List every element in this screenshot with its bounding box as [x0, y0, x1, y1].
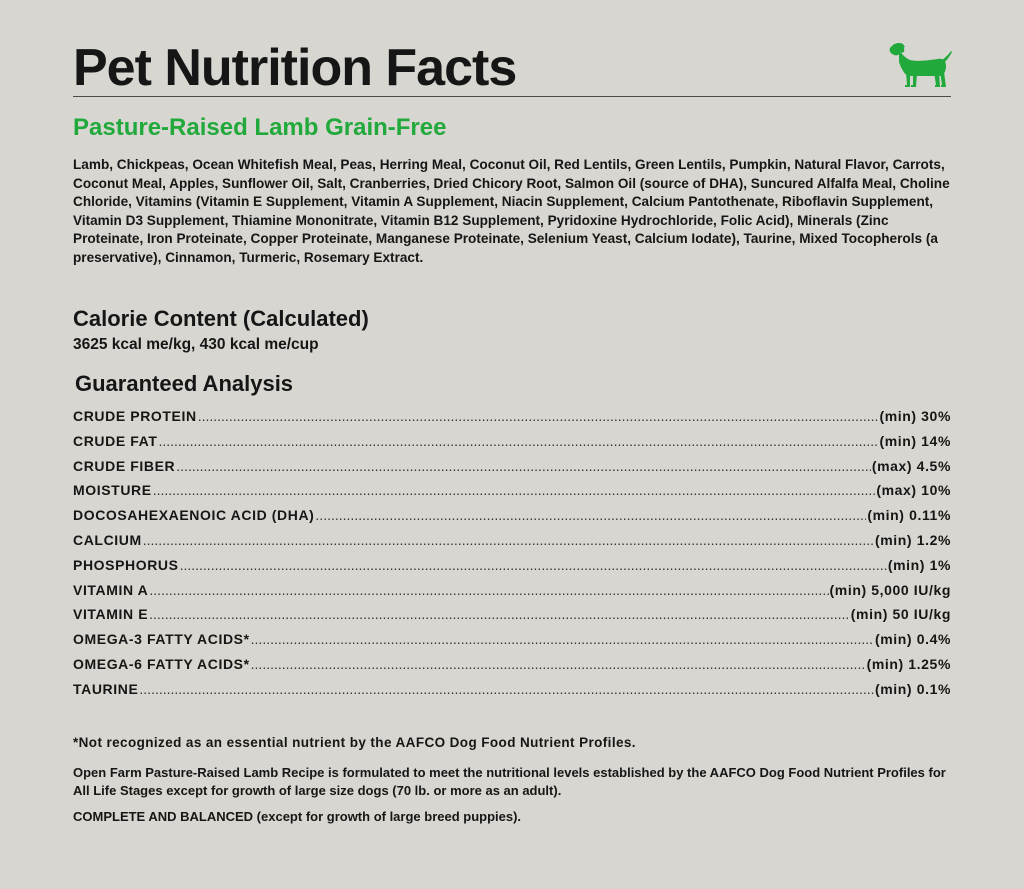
nutrient-name: VITAMIN E [73, 606, 149, 623]
calorie-heading: Calorie Content (Calculated) [73, 306, 369, 331]
nutrient-value: (min) 1.2% [874, 531, 951, 548]
analysis-row-omega-6: OMEGA-6 FATTY ACIDS* (min) 1.25% [73, 652, 951, 677]
dot-leader [315, 503, 866, 528]
nutrient-value: (min) 50 IU/kg [850, 606, 951, 623]
analysis-row-taurine: TAURINE (min) 0.1% [73, 677, 951, 702]
calorie-value: 3625 kcal me/kg, 430 kcal me/cup [73, 336, 319, 353]
dot-leader [180, 553, 887, 578]
analysis-row-moisture: MOISTURE (max) 10% [73, 478, 951, 503]
nutrient-value: (min) 5,000 IU/kg [829, 581, 951, 598]
ingredients-list: Lamb, Chickpeas, Ocean Whitefish Meal, P… [73, 157, 950, 265]
nutrient-name: PHOSPHORUS [73, 556, 179, 573]
nutrient-name: OMEGA-6 FATTY ACIDS* [73, 655, 250, 672]
nutrient-name: OMEGA-3 FATTY ACIDS* [73, 631, 250, 648]
nutrient-value: (max) 4.5% [871, 457, 951, 474]
nutrient-value: (min) 30% [879, 408, 951, 424]
nutrient-value: (min) 0.11% [867, 507, 951, 524]
dot-leader [149, 602, 850, 627]
dot-leader [251, 627, 874, 652]
dot-leader [158, 429, 878, 454]
aafco-statement: Open Farm Pasture-Raised Lamb Recipe is … [73, 765, 946, 798]
nutrient-value: (min) 0.1% [874, 680, 951, 697]
nutrient-value: (max) 10% [876, 482, 951, 499]
analysis-row-calcium: CALCIUM (min) 1.2% [73, 528, 951, 553]
aafco-footnote: *Not recognized as an essential nutrient… [73, 735, 636, 750]
nutrient-value: (min) 1.25% [866, 655, 951, 672]
product-name: Pasture-Raised Lamb Grain-Free [73, 114, 447, 141]
analysis-row-phosphorus: PHOSPHORUS (min) 1% [73, 553, 951, 578]
analysis-row-crude-protein: CRUDE PROTEIN (min) 30% [73, 404, 951, 429]
analysis-row-dha: DOCOSAHEXAENOIC ACID (DHA) (min) 0.11% [73, 503, 951, 528]
dot-leader [198, 404, 879, 429]
nutrient-name: DOCOSAHEXAENOIC ACID (DHA) [73, 507, 315, 524]
nutrient-name: VITAMIN A [73, 581, 149, 598]
title-divider [73, 96, 951, 97]
analysis-row-vitamin-a: VITAMIN A (min) 5,000 IU/kg [73, 578, 951, 603]
nutrient-value: (min) 1% [887, 556, 951, 573]
analysis-row-omega-3: OMEGA-3 FATTY ACIDS* (min) 0.4% [73, 627, 951, 652]
dot-leader [153, 478, 876, 503]
analysis-table: CRUDE PROTEIN (min) 30% CRUDE FAT (min) 14… [73, 404, 951, 702]
dot-leader [176, 454, 871, 479]
dot-leader [143, 528, 874, 553]
nutrient-value: (min) 0.4% [874, 631, 951, 648]
nutrient-name: MOISTURE [73, 482, 152, 499]
dot-leader [251, 652, 866, 677]
dot-leader [139, 677, 874, 702]
analysis-row-crude-fat: CRUDE FAT (min) 14% [73, 429, 951, 454]
page-title: Pet Nutrition Facts [73, 39, 517, 97]
nutrient-name: CALCIUM [73, 531, 142, 548]
dot-leader [149, 578, 828, 603]
nutrient-name: CRUDE FAT [73, 432, 158, 449]
nutrient-name: CRUDE FIBER [73, 457, 176, 474]
nutrient-name: TAURINE [73, 680, 139, 697]
nutrient-value: (min) 14% [879, 432, 951, 449]
complete-balanced-statement: COMPLETE AND BALANCED (except for growth… [73, 809, 522, 824]
dog-icon [889, 42, 952, 87]
nutrient-name: CRUDE PROTEIN [73, 408, 197, 424]
analysis-row-crude-fiber: CRUDE FIBER (max) 4.5% [73, 454, 951, 479]
analysis-row-vitamin-e: VITAMIN E (min) 50 IU/kg [73, 602, 951, 627]
analysis-heading: Guaranteed Analysis [75, 371, 294, 396]
